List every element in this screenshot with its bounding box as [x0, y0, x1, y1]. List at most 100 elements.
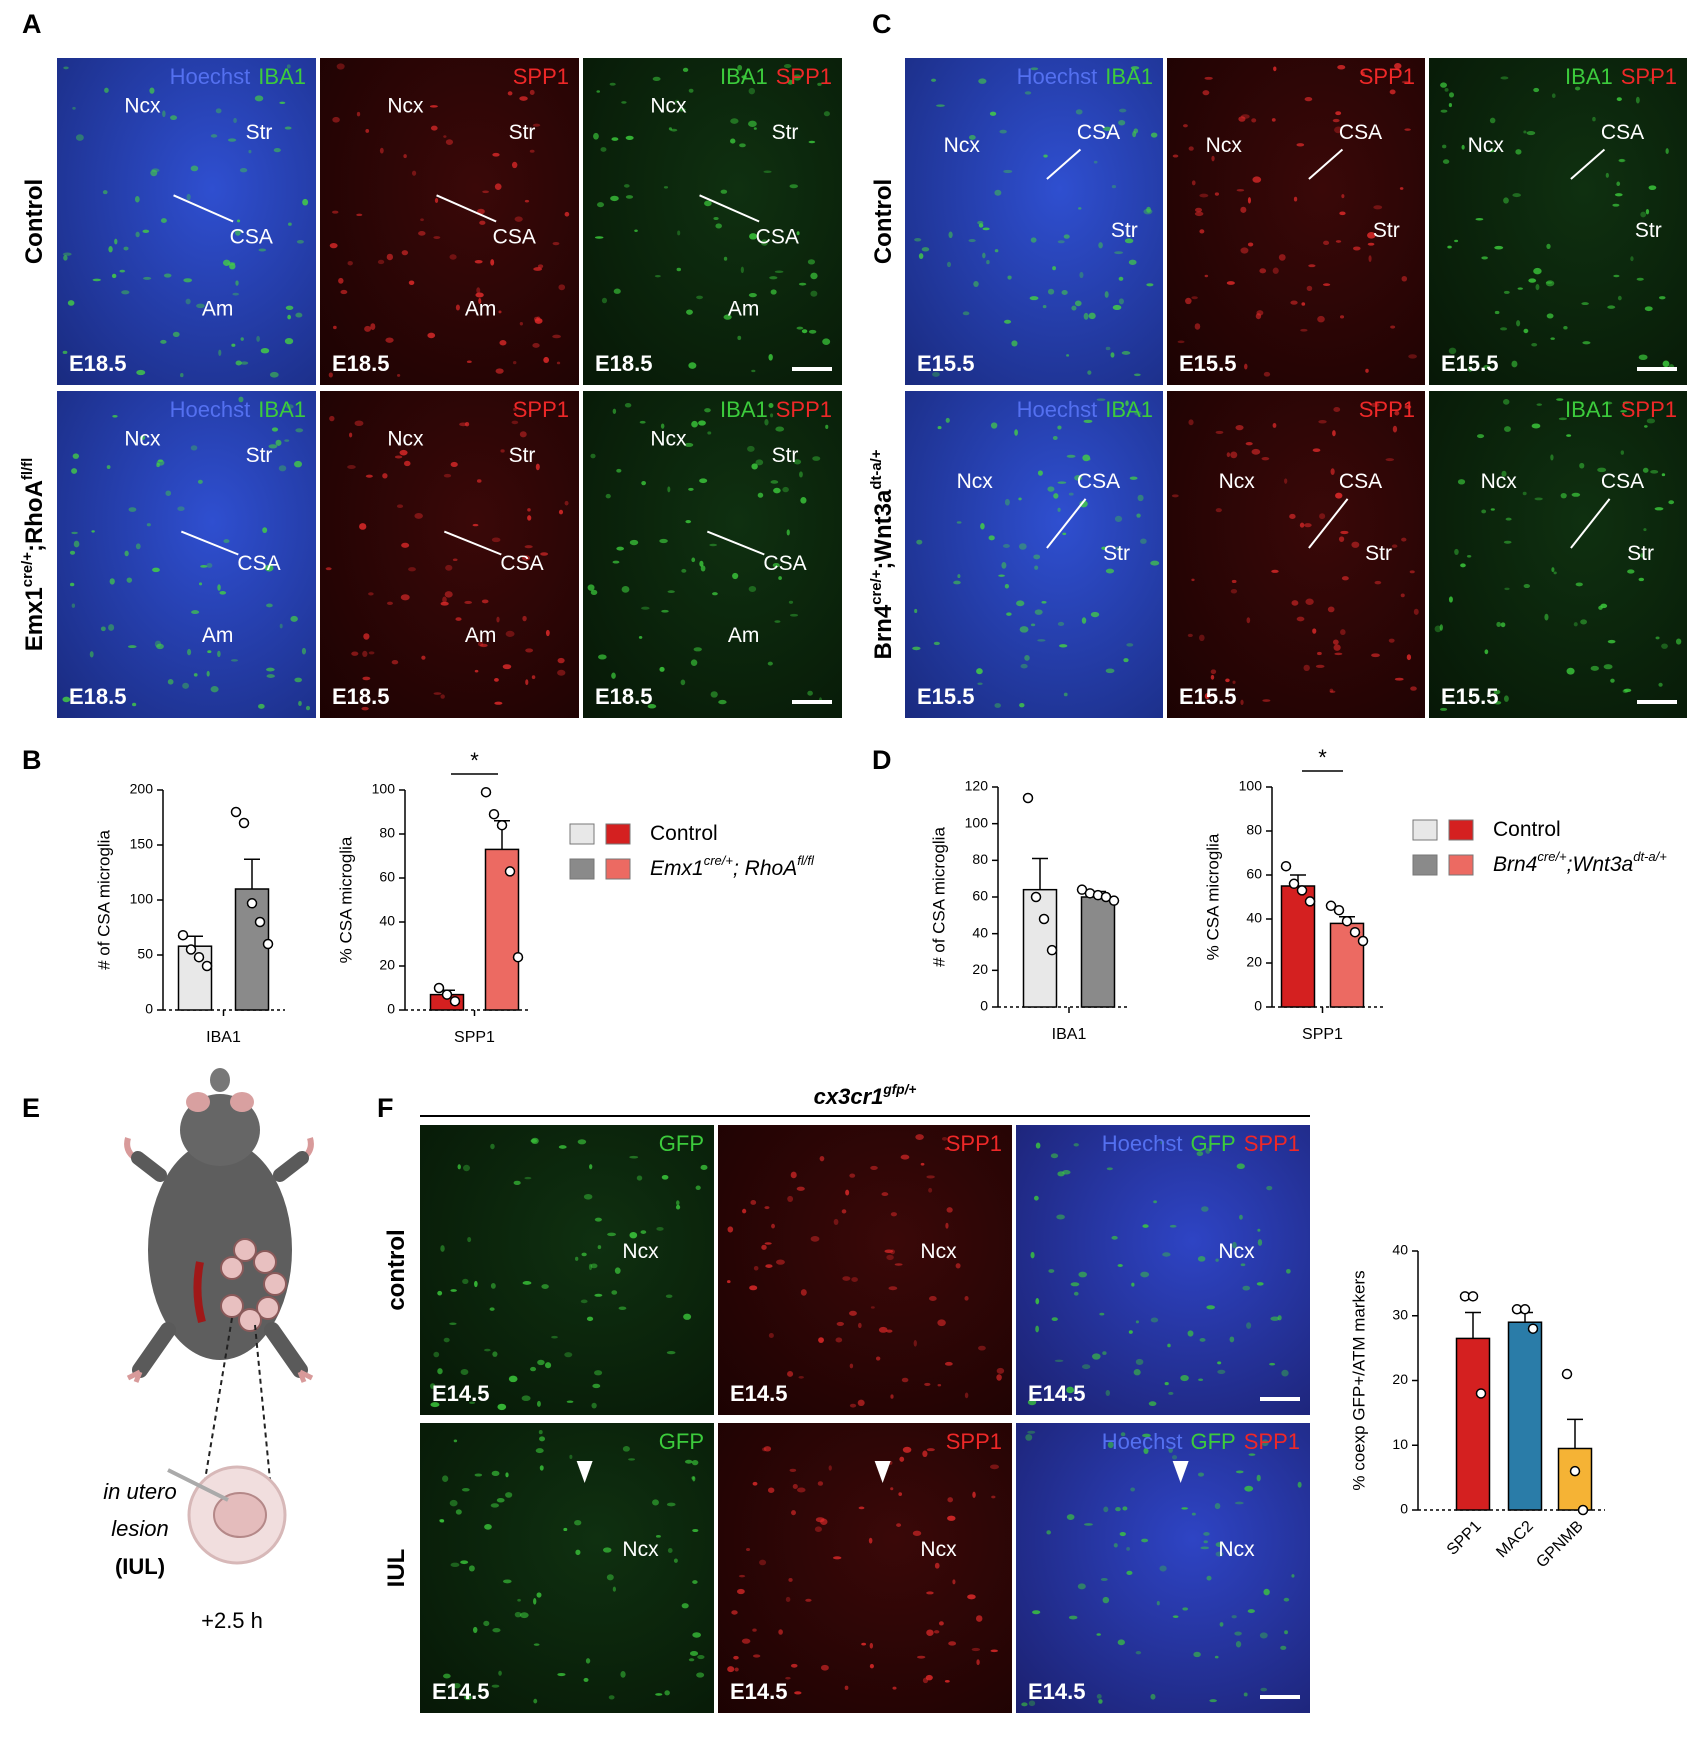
- cell: [1096, 1633, 1101, 1636]
- cell: [400, 594, 410, 601]
- cell: [196, 303, 205, 309]
- cell: [596, 202, 605, 208]
- cell: [1037, 470, 1043, 476]
- cell: [1650, 470, 1659, 474]
- cell: [947, 261, 951, 268]
- x-tick-label: IBA1: [1052, 1026, 1087, 1043]
- cell: [1257, 1228, 1261, 1232]
- cell: [1571, 492, 1581, 497]
- micrograph: [905, 391, 1163, 718]
- cell: [264, 564, 274, 572]
- cell: [764, 1206, 770, 1210]
- cell: [1226, 281, 1235, 285]
- cell: [111, 273, 117, 279]
- cell: [628, 1458, 636, 1461]
- stage-label: E14.5: [432, 1679, 490, 1704]
- cell: [1636, 277, 1644, 281]
- cell: [612, 560, 620, 564]
- stage-label: E14.5: [1028, 1679, 1086, 1704]
- cell: [926, 1591, 934, 1595]
- cell: [1370, 402, 1380, 408]
- cell: [611, 672, 616, 679]
- cell: [1215, 430, 1224, 434]
- stage-label: E15.5: [1441, 684, 1499, 709]
- cell: [761, 1244, 767, 1250]
- cell: [536, 1592, 542, 1598]
- cell: [870, 1165, 878, 1171]
- cell: [980, 523, 985, 530]
- cell: [254, 95, 264, 102]
- cell: [1522, 491, 1527, 496]
- cell: [639, 420, 646, 424]
- cell: [1206, 1575, 1212, 1581]
- cell: [362, 650, 368, 658]
- data-point: [449, 995, 461, 1007]
- cell: [1341, 194, 1345, 199]
- cell: [1401, 80, 1410, 84]
- micrograph: [1016, 1423, 1310, 1713]
- y-axis-label: % CSA microglia: [1203, 833, 1222, 960]
- cell: [609, 82, 616, 86]
- legend-swatch: [605, 858, 631, 880]
- text-part: gfp/+: [882, 1082, 916, 1097]
- cell: [869, 1642, 874, 1649]
- cell: [296, 240, 304, 244]
- cell: [723, 314, 732, 320]
- data-point: [1519, 1304, 1531, 1315]
- cell: [1340, 530, 1349, 535]
- pointer-line: [1046, 148, 1082, 180]
- cell: [1371, 653, 1380, 658]
- panel-title: cx3cr1gfp/+: [814, 1082, 917, 1109]
- cell: [1503, 695, 1509, 702]
- cell: [519, 1612, 529, 1619]
- cell: [681, 1603, 689, 1609]
- cell: [1291, 1574, 1295, 1578]
- cell: [453, 1439, 458, 1443]
- cell: [1515, 149, 1522, 155]
- cell: [989, 1464, 999, 1470]
- cell: [798, 282, 807, 286]
- legend-swatch: [569, 858, 595, 880]
- channel-label: GFP: [659, 1131, 704, 1156]
- region-label: Ncx: [387, 428, 424, 451]
- cell: [1126, 643, 1134, 647]
- cell: [978, 223, 984, 228]
- channel-label: Hoechst: [170, 64, 251, 89]
- cell: [741, 75, 747, 79]
- cell: [1027, 1399, 1037, 1406]
- cell: [807, 259, 816, 265]
- cell: [926, 1175, 935, 1179]
- cell: [128, 507, 137, 512]
- y-tick-label: 50: [137, 946, 153, 962]
- bar: [1329, 922, 1365, 1008]
- cell: [973, 280, 979, 288]
- cell: [1129, 476, 1138, 480]
- cell: [1121, 351, 1131, 355]
- cell: [437, 1368, 443, 1375]
- cell: [1209, 1699, 1217, 1703]
- legend-swatch: [605, 823, 631, 845]
- cell: [443, 473, 452, 478]
- channel-labels: GFP: [659, 1429, 704, 1454]
- cell: [1327, 606, 1335, 613]
- cell: [443, 1337, 450, 1343]
- cell: [1229, 1336, 1235, 1343]
- cell: [538, 1429, 543, 1435]
- cell: [975, 1615, 983, 1622]
- cell: [210, 134, 218, 138]
- cell: [492, 152, 500, 157]
- cell: [494, 183, 502, 191]
- cell: [248, 149, 252, 154]
- cell: [932, 371, 940, 377]
- cell: [1607, 305, 1616, 309]
- cell: [976, 668, 983, 675]
- cell: [577, 1139, 587, 1145]
- cell: [1582, 341, 1591, 345]
- cell: [625, 135, 634, 140]
- cell: [752, 1481, 758, 1486]
- cell: [699, 478, 708, 484]
- cell: [135, 231, 140, 238]
- cell: [621, 586, 630, 593]
- data-point: [1333, 904, 1345, 916]
- cell: [1317, 315, 1325, 323]
